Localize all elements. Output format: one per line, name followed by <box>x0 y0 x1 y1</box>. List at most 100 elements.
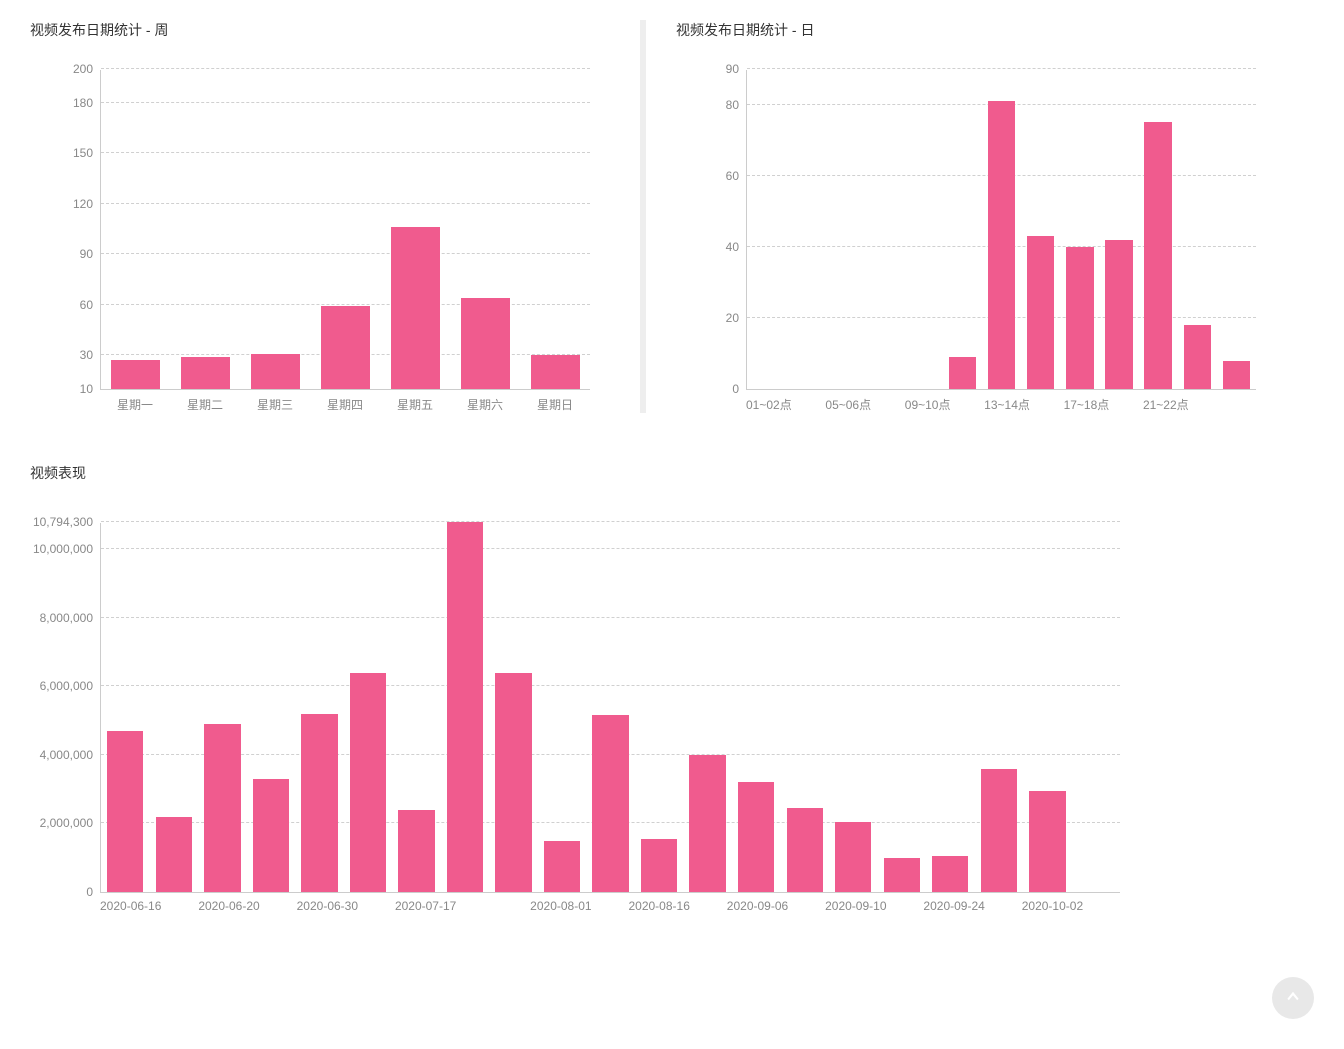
x-axis-label: 2020-06-16 <box>100 899 161 913</box>
y-axis-label: 200 <box>73 62 101 76</box>
chart-plot-area: 02,000,0004,000,0006,000,0008,000,00010,… <box>100 523 1120 893</box>
bar-slot <box>982 70 1021 389</box>
x-axis-label: 2020-09-24 <box>923 899 984 913</box>
x-axis-label: 星期三 <box>240 396 310 413</box>
bar <box>932 856 968 892</box>
x-axis-label: 2020-08-01 <box>530 899 591 913</box>
bar-slot <box>489 523 538 892</box>
y-axis-label: 150 <box>73 146 101 160</box>
bar-slot <box>747 70 786 389</box>
bar <box>321 306 370 389</box>
x-axis-label: 2020-10-02 <box>1022 899 1083 913</box>
bar <box>204 724 240 892</box>
bar <box>447 522 483 892</box>
x-axis-label: 2020-06-30 <box>297 899 358 913</box>
weekly-stats-title: 视频发布日期统计 - 周 <box>30 20 630 40</box>
x-axis-label <box>1189 396 1223 413</box>
x-axis-label: 星期日 <box>520 396 590 413</box>
y-axis-label: 60 <box>80 298 101 312</box>
chart-plot-area: 10306090120150180200 <box>100 70 590 390</box>
bar <box>641 839 677 892</box>
x-axis-label <box>1222 396 1256 413</box>
x-axis-label: 01~02点 <box>746 396 792 413</box>
bar-slot <box>586 523 635 892</box>
bar <box>592 715 628 892</box>
x-axis-label <box>887 899 924 913</box>
bar <box>738 782 774 892</box>
bar-slot <box>344 523 393 892</box>
bar-slot <box>780 523 829 892</box>
x-axis-label: 星期二 <box>170 396 240 413</box>
bar-slot <box>311 70 381 389</box>
x-axis-label: 2020-08-16 <box>628 899 689 913</box>
weekly-stats-chart: 10306090120150180200 星期一星期二星期三星期四星期五星期六星期… <box>30 70 630 413</box>
bar-slot <box>247 523 296 892</box>
y-axis-label: 8,000,000 <box>40 611 101 625</box>
bar-slot <box>878 523 927 892</box>
x-axis-label <box>1109 396 1143 413</box>
x-axis-label <box>456 899 493 913</box>
bars-container <box>101 70 590 389</box>
x-axis-label: 2020-07-17 <box>395 899 456 913</box>
grid-line <box>747 68 1256 69</box>
y-axis-label: 10,794,300 <box>33 515 101 529</box>
bar <box>107 731 143 892</box>
bar-slot <box>150 523 199 892</box>
x-axis-label: 星期四 <box>310 396 380 413</box>
bar <box>787 808 823 892</box>
x-axis-label: 09~10点 <box>905 396 951 413</box>
bar <box>981 769 1017 892</box>
bar-slot <box>926 523 975 892</box>
x-axis-label <box>951 396 985 413</box>
bar <box>1144 122 1171 389</box>
bar <box>1027 236 1054 389</box>
chart-plot-area: 02040608090 <box>746 70 1256 390</box>
y-axis-label: 2,000,000 <box>40 816 101 830</box>
y-axis-label: 10 <box>80 382 101 396</box>
y-axis-label: 4,000,000 <box>40 748 101 762</box>
bar <box>1105 240 1132 389</box>
bar-slot <box>538 523 587 892</box>
bar-slot <box>450 70 520 389</box>
bar-slot <box>635 523 684 892</box>
y-axis-label: 60 <box>726 169 747 183</box>
bar <box>1066 247 1093 389</box>
bar <box>251 354 300 389</box>
x-axis-label: 17~18点 <box>1064 396 1110 413</box>
bar <box>1029 791 1065 892</box>
performance-panel: 视频表现 02,000,0004,000,0006,000,0008,000,0… <box>30 463 1210 913</box>
bar <box>988 101 1015 389</box>
x-axis-label <box>1083 899 1120 913</box>
x-axis-label <box>592 899 629 913</box>
x-axis-label <box>788 899 825 913</box>
bar <box>495 673 531 892</box>
x-labels: 星期一星期二星期三星期四星期五星期六星期日 <box>100 396 590 413</box>
x-axis-label: 21~22点 <box>1143 396 1189 413</box>
bar-slot <box>1099 70 1138 389</box>
y-axis-label: 120 <box>73 197 101 211</box>
bar-slot <box>975 523 1024 892</box>
bar-slot <box>380 70 450 389</box>
scroll-top-button[interactable] <box>1272 977 1314 1019</box>
x-axis-label <box>1030 396 1064 413</box>
bar <box>689 755 725 892</box>
x-axis-label: 2020-09-06 <box>727 899 788 913</box>
x-labels: 2020-06-162020-06-202020-06-302020-07-17… <box>100 899 1120 913</box>
grid-line <box>101 521 1120 522</box>
bar <box>253 779 289 892</box>
x-axis-label: 05~06点 <box>825 396 871 413</box>
bar <box>1223 361 1250 389</box>
bar-slot <box>825 70 864 389</box>
y-axis-label: 20 <box>726 311 747 325</box>
bar <box>531 355 580 389</box>
x-axis-label <box>260 899 297 913</box>
bars-container <box>101 523 1120 892</box>
bar-slot <box>786 70 825 389</box>
bar <box>181 357 230 389</box>
x-axis-label: 星期一 <box>100 396 170 413</box>
chevron-up-icon <box>1286 989 1300 1008</box>
y-axis-label: 90 <box>726 62 747 76</box>
bar-slot <box>829 523 878 892</box>
bar-slot <box>1021 70 1060 389</box>
bar-slot <box>295 523 344 892</box>
